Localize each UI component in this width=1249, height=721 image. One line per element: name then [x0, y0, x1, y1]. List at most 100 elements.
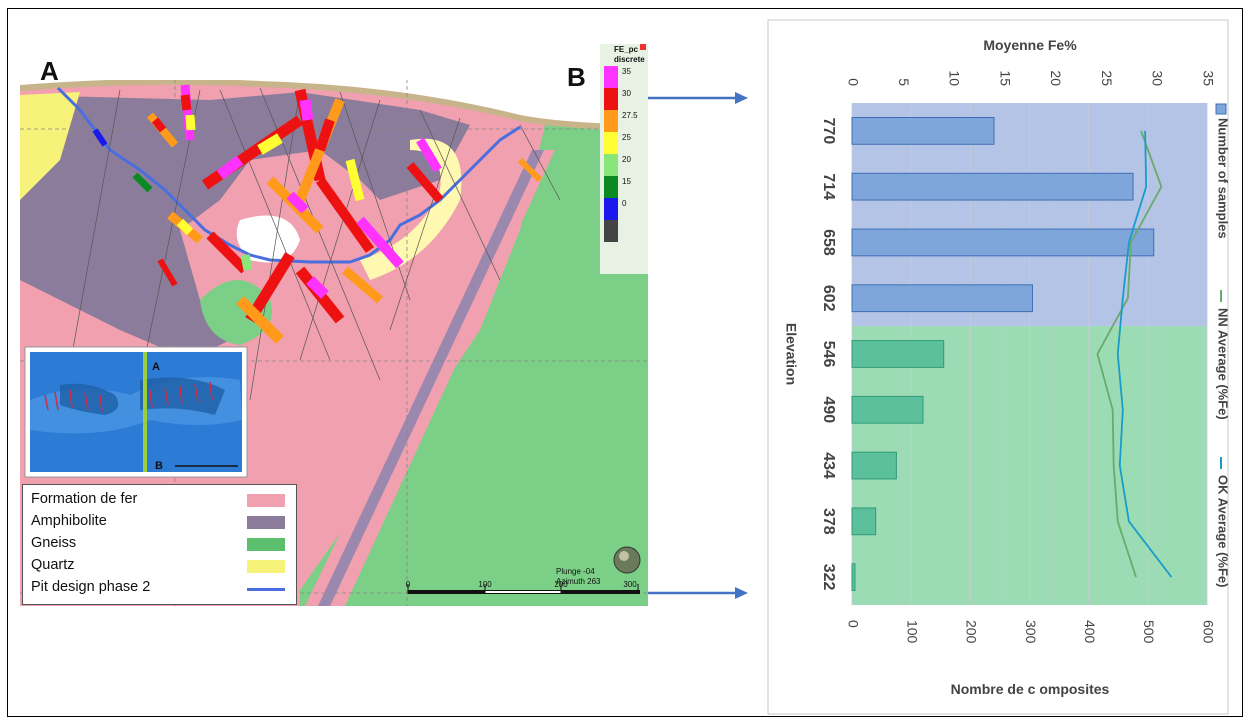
grade-bin-swatch: [604, 132, 618, 154]
panel-label-b: B: [567, 62, 586, 92]
primary-tick-label: 200: [964, 620, 980, 644]
grade-bin-label: 20: [622, 155, 631, 164]
quartz-zone: [20, 92, 80, 200]
figure-frame: [7, 8, 1243, 717]
scale-tick-100: 100: [478, 580, 492, 589]
legend-label-formation-de-fer: Formation de fer: [31, 491, 138, 507]
primary-axis-title: Nombre de c omposites: [951, 681, 1110, 697]
line-nn-average-fe-: [1096, 130, 1163, 578]
grade-legend-subtitle: discrete: [614, 55, 645, 64]
grade-bin-label: 27.5: [622, 111, 638, 120]
inset-drill-holes: [44, 381, 213, 413]
bar-490: [851, 395, 924, 424]
secondary-tick-label: 35: [1200, 70, 1216, 86]
grade-bin-label: 15: [622, 177, 631, 186]
primary-tick-label: 300: [1023, 620, 1039, 644]
arrow-right-icon: [735, 92, 748, 104]
inset-label-a: A: [152, 361, 160, 373]
elevation-axis-title: Elevation: [783, 323, 799, 385]
grade-bin-swatch: [604, 88, 618, 110]
legend-swatch-formation-de-fer: [247, 494, 285, 507]
secondary-axis-title: Moyenne Fe%: [983, 37, 1077, 53]
bar-546: [851, 340, 945, 368]
grade-bin-swatch: [604, 110, 618, 132]
grade-legend: 35 30 27.5 25 20 15 0: [604, 66, 638, 242]
grade-bin-label: 35: [622, 67, 631, 76]
primary-tick-label: 100: [904, 620, 920, 644]
legend-marker: [1215, 103, 1227, 115]
category-label: 714: [820, 173, 837, 200]
bar-322: [851, 563, 856, 591]
primary-tick-label: 500: [1141, 620, 1157, 644]
category-label: 658: [820, 229, 837, 256]
category-label: 602: [820, 285, 837, 312]
category-label: 546: [820, 341, 837, 368]
legend-swatch-gneiss: [247, 538, 285, 551]
close-legend-icon[interactable]: [640, 44, 646, 50]
secondary-tick-label: 25: [1099, 70, 1115, 86]
grade-bin-swatch: [604, 220, 618, 242]
legend-label-pit-design: Pit design phase 2: [31, 579, 151, 595]
secondary-tick-label: 20: [1048, 70, 1064, 86]
panel-label-a: A: [40, 56, 59, 86]
secondary-tick-label: 30: [1150, 70, 1166, 86]
legend-line-pit-design: [247, 588, 285, 591]
bar-714: [851, 172, 1134, 201]
arrow-right-icon: [735, 587, 748, 599]
grade-legend-title: FE_pc: [614, 45, 639, 54]
chart-lines: [1096, 130, 1173, 578]
inset-label-b: B: [155, 460, 163, 472]
category-label: 378: [820, 508, 837, 535]
gneiss-lobe: [200, 280, 272, 345]
legend-swatch-quartz: [247, 560, 285, 573]
legend-swatch-amphibolite: [247, 516, 285, 529]
amphibolite-band: [318, 150, 544, 606]
legend-label-quartz: Quartz: [31, 557, 75, 573]
primary-tick-label: 0: [845, 620, 861, 628]
grade-bin-label: 25: [622, 133, 631, 142]
grade-bin-swatch: [604, 66, 618, 88]
primary-tick-label: 400: [1082, 620, 1098, 644]
scale-tick-200: 200: [554, 580, 568, 589]
drill-intervals: [92, 84, 543, 344]
secondary-tick-label: 5: [896, 78, 912, 86]
connector-arrows: [648, 92, 748, 599]
primary-tick-label: 600: [1200, 620, 1216, 644]
grade-bin-swatch: [604, 176, 618, 198]
bar-434: [851, 451, 897, 480]
legend-label-gneiss: Gneiss: [31, 535, 77, 551]
azimuth-label: Azimuth 263: [556, 577, 601, 586]
secondary-tick-label: 15: [997, 70, 1013, 86]
bar-602: [851, 284, 1033, 313]
section-legend: Formation de fer Amphibolite Gneiss Quar…: [22, 484, 297, 605]
secondary-tick-label: 0: [845, 78, 861, 86]
chart-bars: [851, 117, 1155, 591]
legend-label: NN Average (%Fe): [1216, 308, 1231, 420]
bar-378: [851, 507, 877, 536]
secondary-tick-label: 10: [947, 70, 963, 86]
legend-label-amphibolite: Amphibolite: [31, 513, 107, 529]
bar-770: [851, 117, 995, 145]
legend-label: Number of samples: [1216, 118, 1231, 239]
quartz-rim: [360, 138, 462, 280]
chart-legend: Number of samples NN Average (%Fe) OK Aver…: [1215, 103, 1231, 587]
grade-bin-swatch: [604, 154, 618, 176]
topography-line: [20, 80, 648, 131]
category-label: 490: [820, 396, 837, 423]
grade-bin-swatch: [604, 198, 618, 220]
amphibolite-zone: [20, 92, 470, 360]
category-label: 434: [820, 452, 837, 479]
category-label: 322: [820, 564, 837, 591]
inner-core: [236, 215, 300, 263]
bar-658: [851, 228, 1155, 257]
plunge-label: Plunge -04: [556, 567, 595, 576]
scale-bar: [407, 584, 640, 594]
scale-tick-0: 0: [406, 580, 411, 589]
grade-bin-label: 30: [622, 89, 631, 98]
scale-tick-300: 300: [623, 580, 637, 589]
category-label: 770: [820, 118, 837, 145]
legend-label: OK Average (%Fe): [1216, 475, 1231, 587]
grade-bin-label: 0: [622, 199, 627, 208]
